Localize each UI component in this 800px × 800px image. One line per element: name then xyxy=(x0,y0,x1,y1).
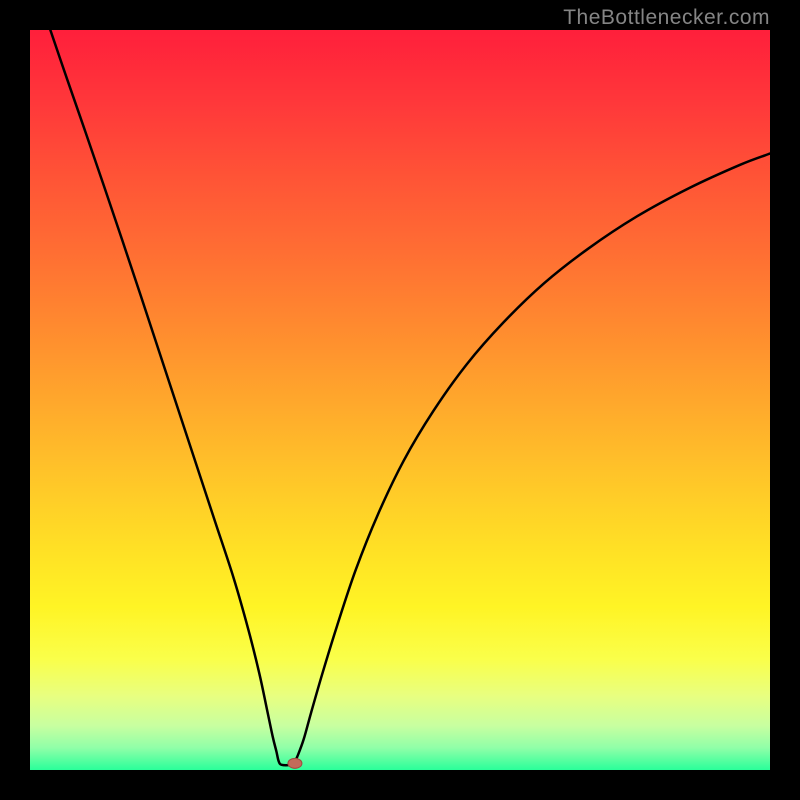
chart-background xyxy=(30,30,770,770)
bottleneck-chart xyxy=(30,30,770,770)
watermark-text: TheBottlenecker.com xyxy=(563,6,770,30)
optimal-point-marker xyxy=(288,758,302,768)
